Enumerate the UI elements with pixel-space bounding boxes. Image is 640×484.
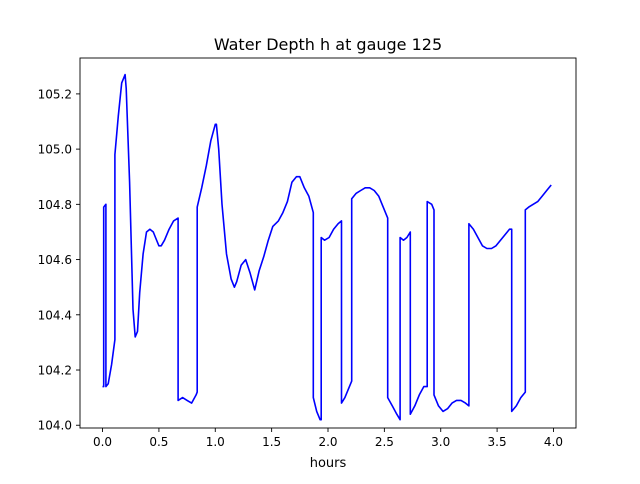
y-tick-label: 105.0: [38, 143, 72, 157]
x-tick-label: 4.0: [544, 435, 563, 449]
y-tick-label: 105.2: [38, 87, 72, 101]
x-axis: 0.0 0.5 1.0 1.5 2.0 2.5 3.0 3.5 4.0: [93, 428, 563, 449]
x-tick-label: 2.5: [375, 435, 394, 449]
x-tick-label: 2.0: [318, 435, 337, 449]
x-tick-label: 3.0: [431, 435, 450, 449]
x-tick-label: 3.5: [488, 435, 507, 449]
x-tick-label: 1.0: [206, 435, 225, 449]
x-tick-label: 0.0: [93, 435, 112, 449]
series-line: [102, 73, 552, 421]
y-tick-label: 104.4: [38, 308, 72, 322]
x-tick-label: 1.5: [262, 435, 281, 449]
chart-title: Water Depth h at gauge 125: [214, 35, 442, 54]
x-axis-label: hours: [310, 456, 347, 471]
y-tick-label: 104.6: [38, 253, 72, 267]
y-tick-label: 104.2: [38, 364, 72, 378]
y-tick-label: 104.0: [38, 419, 72, 433]
x-tick-label: 0.5: [149, 435, 168, 449]
y-tick-label: 104.8: [38, 198, 72, 212]
y-axis: 104.0 104.2 104.4 104.6 104.8 105.0 105.2: [38, 87, 80, 433]
